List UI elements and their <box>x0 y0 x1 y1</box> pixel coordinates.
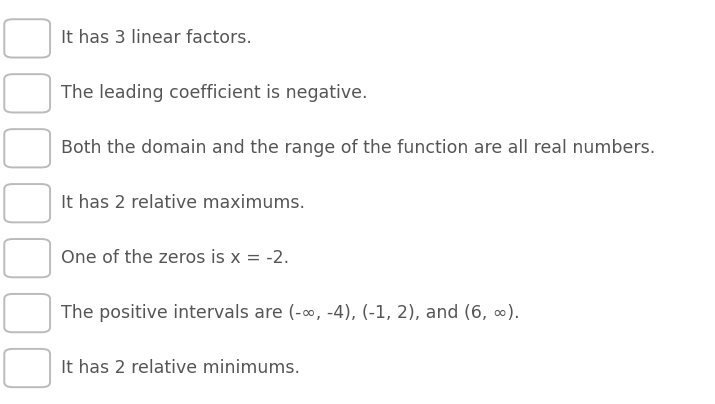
Text: It has 2 relative minimums.: It has 2 relative minimums. <box>61 359 300 377</box>
Text: It has 2 relative maximums.: It has 2 relative maximums. <box>61 194 305 212</box>
Text: Both the domain and the range of the function are all real numbers.: Both the domain and the range of the fun… <box>61 139 655 157</box>
FancyBboxPatch shape <box>4 349 50 387</box>
Text: One of the zeros is x = -2.: One of the zeros is x = -2. <box>61 249 289 267</box>
FancyBboxPatch shape <box>4 239 50 277</box>
FancyBboxPatch shape <box>4 19 50 57</box>
FancyBboxPatch shape <box>4 74 50 112</box>
FancyBboxPatch shape <box>4 129 50 167</box>
Text: The positive intervals are (-∞, -4), (-1, 2), and (6, ∞).: The positive intervals are (-∞, -4), (-1… <box>61 304 519 322</box>
Text: It has 3 linear factors.: It has 3 linear factors. <box>61 29 252 47</box>
Text: The leading coefficient is negative.: The leading coefficient is negative. <box>61 84 368 102</box>
FancyBboxPatch shape <box>4 294 50 332</box>
FancyBboxPatch shape <box>4 184 50 222</box>
